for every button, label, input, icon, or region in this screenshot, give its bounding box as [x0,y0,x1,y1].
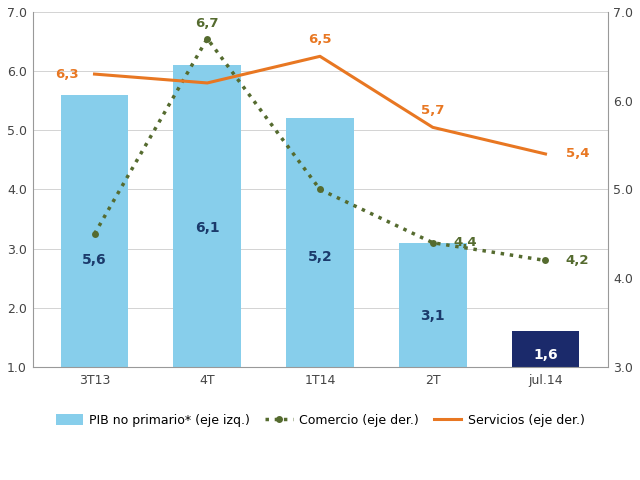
Text: 6,3: 6,3 [55,68,79,81]
Text: 5,2: 5,2 [308,250,332,264]
Text: 6,1: 6,1 [195,221,220,235]
Bar [286,119,354,426]
Text: 6,7: 6,7 [195,17,219,30]
Bar [511,332,579,426]
Text: 5,6: 5,6 [82,253,107,267]
Bar [61,95,129,426]
Legend: PIB no primario* (eje izq.), Comercio (eje der.), Servicios (eje der.): PIB no primario* (eje izq.), Comercio (e… [51,409,589,432]
Text: 1,6: 1,6 [533,348,558,362]
Text: 3,1: 3,1 [420,309,445,323]
Text: 5,7: 5,7 [421,104,444,117]
Bar [173,65,241,426]
Text: 6,5: 6,5 [308,33,332,46]
Text: 5,4: 5,4 [566,147,589,160]
Bar [399,243,467,426]
Text: 4,2: 4,2 [566,254,589,267]
Text: 4,4: 4,4 [453,236,477,249]
